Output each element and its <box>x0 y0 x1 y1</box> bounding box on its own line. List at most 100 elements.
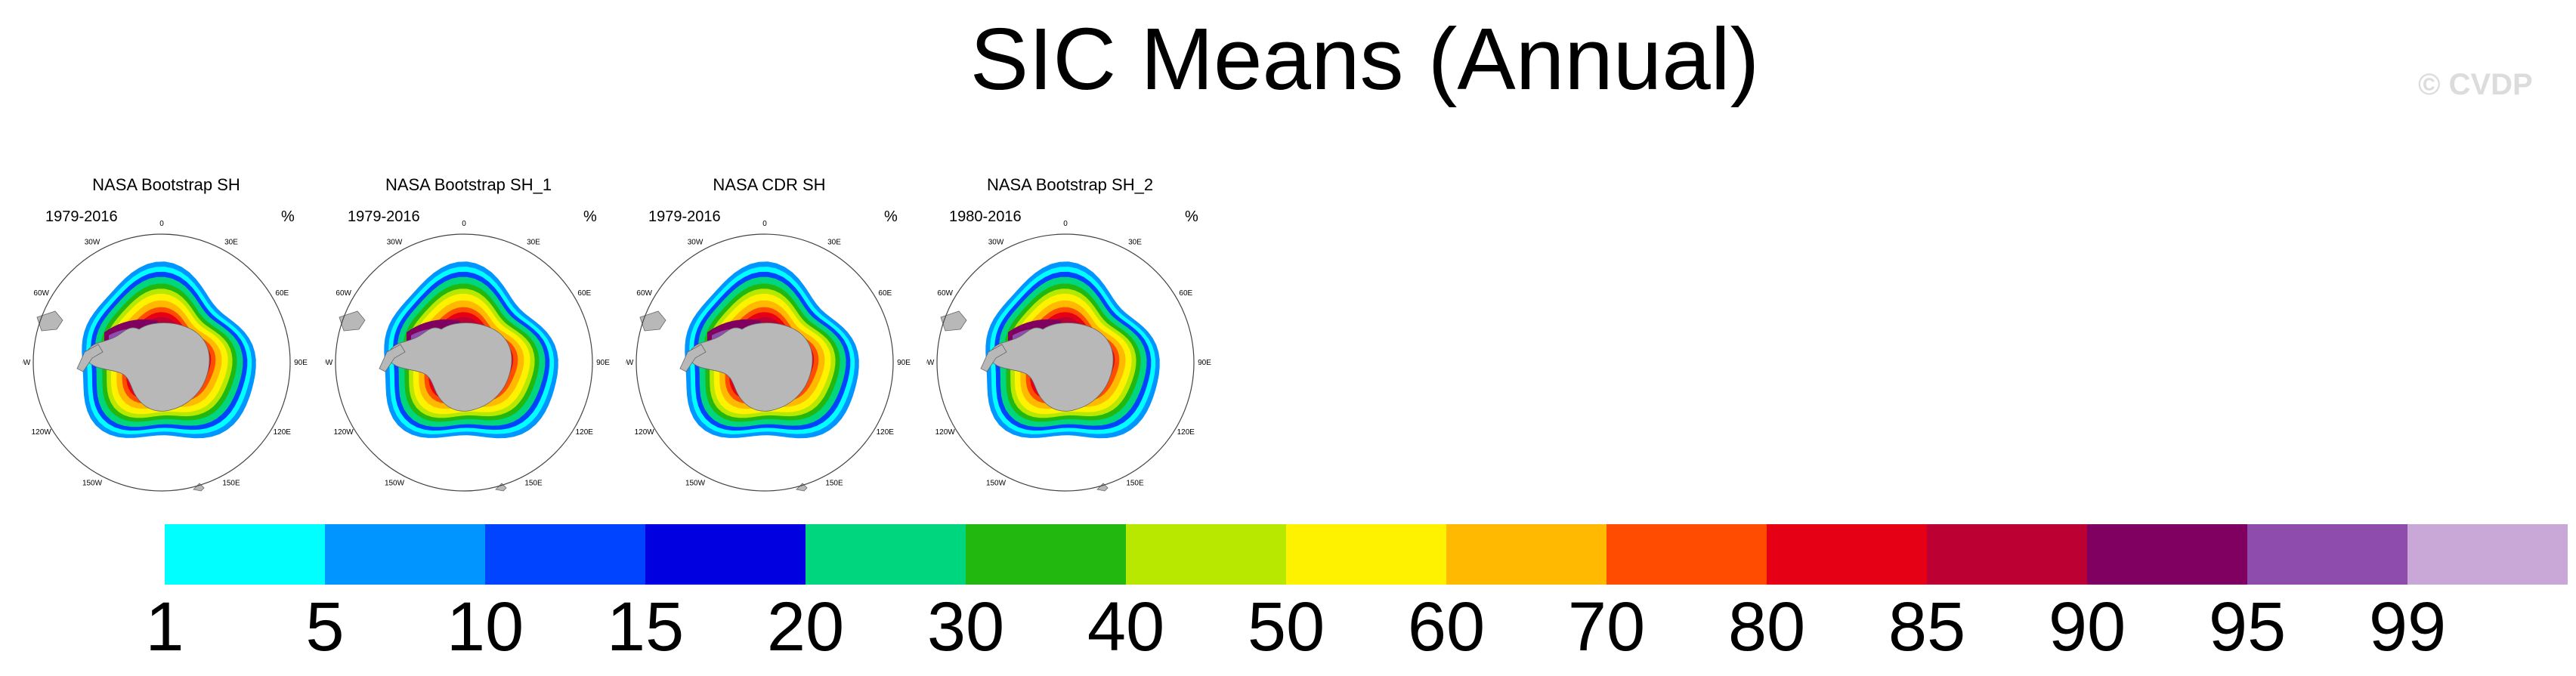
antarctic-peninsula <box>76 344 104 372</box>
map-panel: NASA Bootstrap SH_1 1979-2016% 0 30E 60E 90E 1… <box>325 175 612 492</box>
longitude-label: 150E <box>222 479 240 487</box>
antarctic-peninsula <box>679 344 707 372</box>
longitude-label: 30E <box>827 239 841 247</box>
colorbar-tick-label: 95 <box>2208 588 2287 665</box>
panel-title: NASA Bootstrap SH_1 <box>385 175 552 194</box>
colorbar-tick-label: 60 <box>1407 588 1486 665</box>
panel-title: NASA CDR SH <box>713 175 826 194</box>
sea-ice-field <box>379 261 558 439</box>
south-america-land <box>36 310 63 332</box>
colorbar-swatch <box>2407 524 2568 585</box>
longitude-label: 0 <box>1063 220 1068 228</box>
longitude-label: 30W <box>988 239 1004 247</box>
map-panel: NASA CDR SH 1979-2016% 0 30E 60E 90E 120E 150E 1… <box>626 175 913 492</box>
longitude-label: 60W <box>636 289 652 298</box>
map-panel: NASA Bootstrap SH 1979-2016% 0 30E 60E 90E 120… <box>23 175 310 492</box>
longitude-label: 150E <box>524 479 543 487</box>
longitude-label: 90E <box>1198 359 1211 367</box>
antarctica-landmass <box>388 323 512 412</box>
longitude-label: 60W <box>33 289 49 298</box>
colorbar-tick-label: 30 <box>926 588 1005 665</box>
colorbar-swatch <box>325 524 485 585</box>
map-boundary <box>335 233 593 492</box>
new-zealand-land <box>495 483 507 492</box>
longitude-label: 90W <box>325 359 333 367</box>
longitude-label: 150W <box>385 479 405 487</box>
sea-ice-field <box>980 261 1160 439</box>
sea-ice-field <box>679 261 859 439</box>
longitude-label: 30W <box>387 239 403 247</box>
longitude-label: 120E <box>576 428 594 437</box>
panel-title: NASA Bootstrap SH <box>92 175 240 194</box>
longitude-label: 150W <box>986 479 1007 487</box>
panel-units: % <box>884 208 898 225</box>
colorbar-swatch <box>966 524 1126 585</box>
longitude-label: 120W <box>334 428 354 437</box>
map-boundary <box>635 233 894 492</box>
antarctica-landmass <box>989 323 1114 412</box>
longitude-label: 60E <box>577 289 591 298</box>
panel-years: 1979-2016 <box>648 208 721 225</box>
longitude-label: 30W <box>85 239 101 247</box>
panel-years: 1979-2016 <box>348 208 420 225</box>
longitude-label: 90W <box>626 359 634 367</box>
colorbar-tick-label: 80 <box>1727 588 1806 665</box>
colorbar-swatch <box>806 524 966 585</box>
antarctica-landmass <box>85 323 210 412</box>
colorbar-swatch <box>1286 524 1446 585</box>
polar-map: 030E60E90E120E150E180150W120W90W60W30W <box>23 220 308 492</box>
south-america-land <box>339 310 366 332</box>
colorbar-tick-label: 15 <box>606 588 685 665</box>
longitude-label: 120E <box>877 428 895 437</box>
longitude-label: 150W <box>82 479 103 487</box>
panel-units: % <box>583 208 597 225</box>
longitude-label: 90E <box>596 359 610 367</box>
longitude-label: 120W <box>32 428 52 437</box>
longitude-label: 120E <box>274 428 292 437</box>
longitude-label: 30E <box>527 239 540 247</box>
colorbar-swatch <box>1126 524 1286 585</box>
longitude-label: 60E <box>1179 289 1192 298</box>
colorbar-tick-label: 99 <box>2368 588 2447 665</box>
longitude-label: 120E <box>1177 428 1195 437</box>
longitude-label: 60E <box>275 289 289 298</box>
colorbar-tick-label: 5 <box>305 588 345 665</box>
colorbar-swatch <box>485 524 645 585</box>
antarctica-landmass <box>688 323 813 412</box>
panel-years: 1980-2016 <box>949 208 1022 225</box>
longitude-label: 150E <box>1126 479 1144 487</box>
longitude-label: 60W <box>336 289 351 298</box>
panel-units: % <box>1185 208 1198 225</box>
longitude-label: 90E <box>897 359 911 367</box>
colorbar-tick-label: 40 <box>1087 588 1165 665</box>
longitude-label: 90W <box>926 359 935 367</box>
longitude-label: 0 <box>762 220 767 228</box>
longitude-label: 150E <box>825 479 843 487</box>
antarctic-peninsula <box>379 344 406 372</box>
map-panel: NASA Bootstrap SH_2 1980-2016% 0 30E 60E 90E 1… <box>926 175 1214 492</box>
colorbar-tick-label: 10 <box>446 588 524 665</box>
longitude-label: 120W <box>635 428 655 437</box>
colorbar-tick-label: 1 <box>145 588 184 665</box>
antarctic-peninsula <box>980 344 1007 372</box>
polar-map: 030E60E90E120E150E180150W120W90W60W30W <box>325 220 610 492</box>
colorbar-tick-label: 20 <box>766 588 845 665</box>
colorbar-swatch <box>1607 524 1767 585</box>
colorbar-tick-label: 70 <box>1567 588 1646 665</box>
polar-map: 030E60E90E120E150E180150W120W90W60W30W <box>626 220 911 492</box>
longitude-label: 30W <box>688 239 704 247</box>
colorbar-tick-label: 90 <box>2048 588 2126 665</box>
longitude-label: 90E <box>294 359 308 367</box>
panel-years: 1979-2016 <box>45 208 118 225</box>
figure-title: SIC Means (Annual) <box>969 10 1760 108</box>
new-zealand-land <box>1096 483 1109 492</box>
map-boundary <box>936 233 1195 492</box>
longitude-label: 30E <box>224 239 238 247</box>
colorbar-swatch <box>2247 524 2407 585</box>
sea-ice-field <box>76 261 256 439</box>
colorbar-swatch <box>1767 524 1927 585</box>
colorbar-tick-label: 85 <box>1888 588 1966 665</box>
colorbar-swatch <box>165 524 325 585</box>
south-america-land <box>639 310 666 332</box>
longitude-label: 90W <box>23 359 31 367</box>
